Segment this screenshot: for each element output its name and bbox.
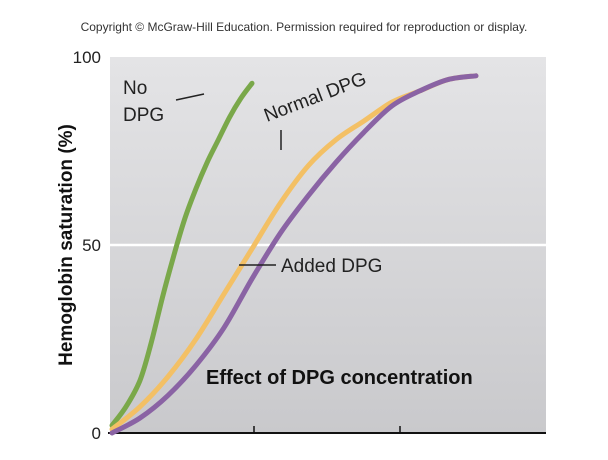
series-label-no-dpg-line1: No [123,78,147,99]
copyright-notice: Copyright © McGraw-Hill Education. Permi… [80,20,528,34]
y-axis-label: Hemoglobin saturation (%) [56,124,77,366]
leader-no-dpg [175,93,205,101]
series-line-added-dpg [109,73,479,436]
y-tick-label-100: 100 [73,48,101,67]
chart-title: Effect of DPG concentration [206,367,473,389]
series-line-no-dpg [109,80,255,428]
series-label-added-dpg: Added DPG [281,256,382,277]
series-label-no-dpg-line2: DPG [123,105,164,126]
y-tick-label-50: 50 [82,236,101,255]
y-tick-label-0: 0 [92,424,101,443]
